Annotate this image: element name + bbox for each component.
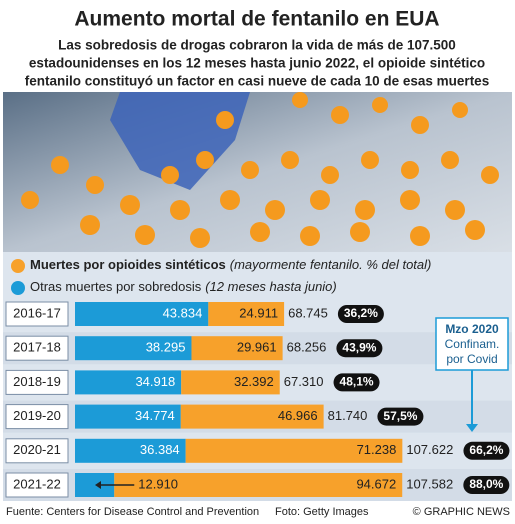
- share-label: 43,9%: [342, 340, 376, 354]
- value-label: 38.295: [146, 340, 186, 355]
- subtitle: estadounidenses en los 12 meses hasta ju…: [29, 56, 485, 71]
- category-box: [5, 369, 69, 395]
- annotation: Confinam.: [445, 337, 500, 351]
- share-pill: [377, 407, 424, 426]
- legend-name: Muertes por opioides sintéticos: [30, 257, 226, 272]
- category-label: 2018-19: [13, 374, 61, 389]
- category-label: 2020-21: [13, 442, 61, 457]
- share-pill: [337, 305, 384, 323]
- value-label: 34.774: [135, 408, 175, 423]
- bar-segment: [180, 404, 324, 429]
- share-label: 88,0%: [469, 477, 503, 491]
- share-pill: [336, 339, 383, 358]
- category-label: 2021-22: [13, 476, 61, 491]
- bar-segment: [75, 370, 182, 395]
- value-label: 36.384: [140, 442, 180, 457]
- photo: [3, 92, 512, 252]
- total-label: 107.582: [406, 476, 453, 491]
- value-label: 32.392: [234, 374, 274, 389]
- bar-segment: [75, 302, 209, 326]
- total-label: 107.622: [406, 442, 453, 457]
- bar-segment: [208, 302, 285, 326]
- bar-segment: [75, 336, 192, 361]
- legend-swatch: [11, 281, 25, 295]
- value-label: 46.966: [278, 408, 318, 423]
- total-label: 67.310: [284, 374, 324, 389]
- copyright: © GRAPHIC NEWS: [413, 506, 510, 518]
- share-pill: [463, 476, 510, 494]
- total-label: 68.745: [288, 305, 328, 320]
- value-label: 71.238: [357, 442, 397, 457]
- bar-segment: [181, 370, 280, 395]
- share-label: 57,5%: [383, 409, 417, 423]
- share-pill: [463, 441, 510, 460]
- category-label: 2016-17: [13, 305, 61, 320]
- value-label: 43.834: [163, 305, 203, 320]
- bar-segment: [75, 404, 181, 429]
- legend-label: Otras muertes por sobredosis (12 meses ha…: [30, 279, 337, 294]
- category-label: 2017-18: [13, 340, 61, 355]
- label-arrow-head: [95, 481, 101, 489]
- legend-note: (mayormente fentanilo. % del total): [230, 257, 432, 272]
- value-label: 12.910: [138, 476, 178, 491]
- value-label: 34.918: [135, 374, 175, 389]
- value-label: 94.672: [356, 476, 396, 491]
- category-box: [5, 404, 69, 430]
- photo-credit: Foto: Getty Images: [275, 506, 369, 518]
- chart-title: Aumento mortal de fentanilo en EUA: [74, 8, 439, 31]
- subtitle: fentanilo constituyó un factor en casi n…: [25, 74, 489, 89]
- bar-segment: [185, 438, 403, 463]
- value-label: 29.961: [237, 340, 277, 355]
- share-label: 66,2%: [469, 443, 503, 457]
- legend-swatch: [11, 259, 25, 273]
- share-label: 36,2%: [344, 306, 378, 320]
- legend-note: (12 meses hasta junio): [205, 279, 337, 294]
- total-label: 81.740: [328, 408, 368, 423]
- value-label: 24.911: [239, 305, 278, 320]
- category-box: [5, 438, 69, 464]
- category-box: [5, 301, 69, 327]
- category-box: [5, 335, 69, 361]
- category-label: 2019-20: [13, 408, 61, 423]
- bar-segment: [75, 438, 186, 463]
- total-label: 68.256: [287, 340, 327, 355]
- annotation: Mzo 2020: [445, 322, 499, 336]
- subtitle: Las sobredosis de drogas cobraron la vid…: [58, 38, 456, 53]
- bar-segment: [114, 473, 403, 497]
- annotation-arrow-head: [466, 424, 478, 432]
- annotation: por Covid: [446, 352, 497, 366]
- category-box: [5, 472, 69, 498]
- annotation-box: [435, 317, 509, 371]
- share-label: 48,1%: [340, 375, 374, 389]
- share-pill: [333, 373, 380, 392]
- bar-segment: [191, 336, 283, 361]
- legend-name: Otras muertes por sobredosis: [30, 279, 202, 294]
- source: Fuente: Centers for Disease Control and …: [6, 506, 259, 518]
- legend-label: Muertes por opioides sintéticos (mayormen…: [30, 257, 431, 272]
